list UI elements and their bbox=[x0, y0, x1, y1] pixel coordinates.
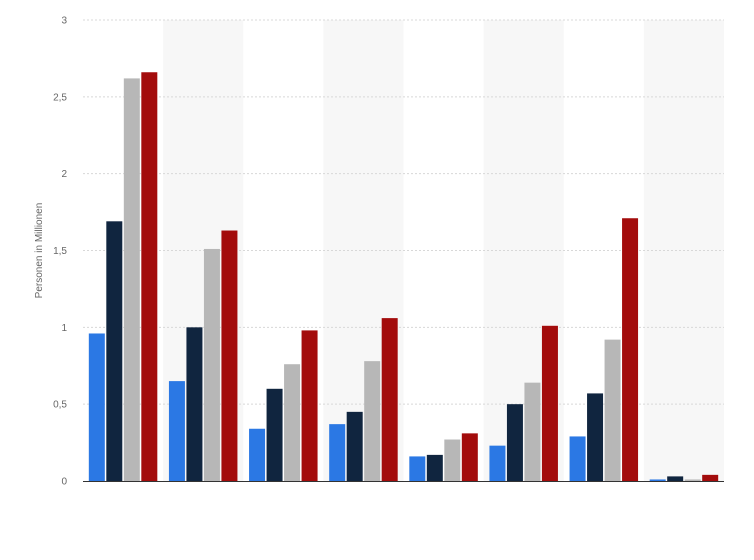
bar[interactable] bbox=[381, 318, 398, 481]
bar[interactable] bbox=[329, 424, 346, 481]
bar[interactable] bbox=[346, 411, 363, 481]
bar[interactable] bbox=[667, 476, 684, 481]
bar[interactable] bbox=[684, 479, 701, 481]
bar[interactable] bbox=[364, 361, 381, 481]
y-tick-label: 2,5 bbox=[53, 92, 67, 103]
bar[interactable] bbox=[604, 339, 621, 481]
y-axis-title: Personen in Millionen bbox=[34, 203, 45, 299]
y-axis-ticks: 0 0,5 1 1,5 2 2,5 3 bbox=[53, 16, 67, 488]
bar[interactable] bbox=[221, 230, 238, 481]
bar[interactable] bbox=[506, 404, 523, 481]
bar[interactable] bbox=[524, 382, 541, 481]
y-tick-label: 3 bbox=[61, 16, 67, 27]
bar[interactable] bbox=[301, 330, 318, 481]
bar[interactable] bbox=[284, 364, 301, 481]
y-tick-label: 1,5 bbox=[53, 246, 67, 257]
bar[interactable] bbox=[266, 388, 283, 481]
y-tick-label: 0,5 bbox=[53, 400, 67, 411]
bar[interactable] bbox=[569, 436, 586, 481]
bar[interactable] bbox=[88, 333, 105, 481]
bar[interactable] bbox=[649, 479, 666, 481]
bar[interactable] bbox=[622, 218, 639, 482]
y-tick-label: 0 bbox=[61, 477, 67, 488]
bars bbox=[88, 72, 719, 482]
bar[interactable] bbox=[587, 393, 604, 481]
bar[interactable] bbox=[444, 439, 461, 481]
bar[interactable] bbox=[541, 325, 558, 481]
bar[interactable] bbox=[249, 428, 266, 481]
bar[interactable] bbox=[123, 78, 140, 481]
y-tick-label: 1 bbox=[61, 323, 67, 334]
bar[interactable] bbox=[168, 381, 185, 481]
bar[interactable] bbox=[141, 72, 158, 481]
bar[interactable] bbox=[489, 445, 506, 481]
bar[interactable] bbox=[106, 221, 123, 481]
bar[interactable] bbox=[702, 474, 719, 481]
bar[interactable] bbox=[426, 454, 443, 481]
bar[interactable] bbox=[203, 248, 220, 481]
y-tick-label: 2 bbox=[61, 169, 67, 180]
bar[interactable] bbox=[461, 433, 478, 481]
bar[interactable] bbox=[186, 327, 203, 481]
grid-lines bbox=[83, 19, 724, 405]
bar[interactable] bbox=[409, 456, 426, 481]
